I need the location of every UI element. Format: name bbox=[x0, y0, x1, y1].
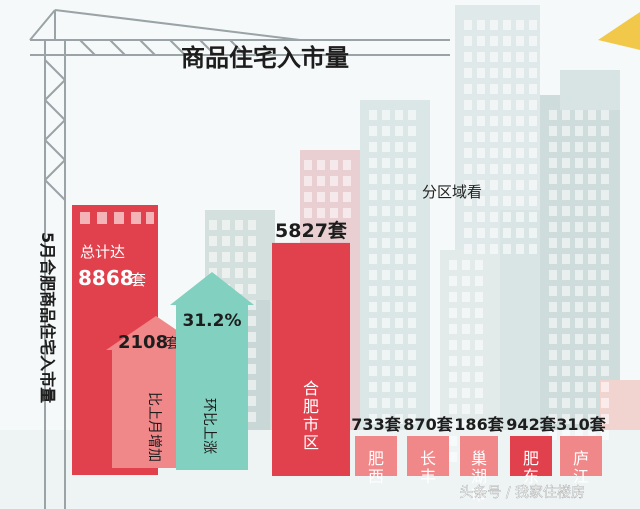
category-label-4: 巢湖市 bbox=[471, 449, 487, 504]
bar-6 bbox=[560, 436, 602, 476]
category-label-5: 肥东 bbox=[523, 449, 539, 486]
mom-bar bbox=[176, 305, 248, 470]
value-label-2: 733套 bbox=[351, 415, 401, 434]
bar-4 bbox=[460, 436, 498, 476]
value-label-4: 186套 bbox=[454, 415, 504, 434]
increase-label: 比上月增加 bbox=[146, 392, 162, 462]
total-bar-windows bbox=[80, 212, 154, 224]
total-unit: 套 bbox=[131, 271, 146, 289]
value-label-3: 870套 bbox=[403, 415, 453, 434]
value-label-1: 5827套 bbox=[275, 219, 348, 242]
mom-roof bbox=[170, 272, 254, 305]
increase-value: 2108 bbox=[118, 332, 168, 353]
crane bbox=[29, 9, 450, 509]
chart-subtitle: 分区域看 bbox=[422, 183, 482, 201]
yellow-crane-icon bbox=[598, 12, 640, 50]
mom-label: 环比上涨 bbox=[201, 398, 217, 454]
bar-5 bbox=[510, 436, 552, 476]
bar-3 bbox=[407, 436, 449, 476]
category-label-2: 肥西 bbox=[368, 449, 384, 486]
category-label-1: 合肥市区 bbox=[303, 379, 319, 452]
total-label: 总计达 bbox=[80, 243, 125, 261]
vertical-label: 5月合肥商品住宅入市量 bbox=[38, 232, 57, 403]
mom-value: 31.2% bbox=[183, 311, 242, 331]
value-label-6: 310套 bbox=[556, 415, 606, 434]
category-label-3: 长丰 bbox=[420, 449, 436, 486]
total-value: 8868 bbox=[78, 266, 134, 290]
watermark: 头条号 / 我家住楼房 bbox=[459, 484, 585, 501]
category-label-6: 庐江 bbox=[573, 449, 589, 486]
value-label-5: 942套 bbox=[506, 415, 556, 434]
bar-1 bbox=[272, 242, 350, 476]
chart-title: 商品住宅入市量 bbox=[181, 44, 349, 72]
bar-2 bbox=[355, 436, 397, 476]
